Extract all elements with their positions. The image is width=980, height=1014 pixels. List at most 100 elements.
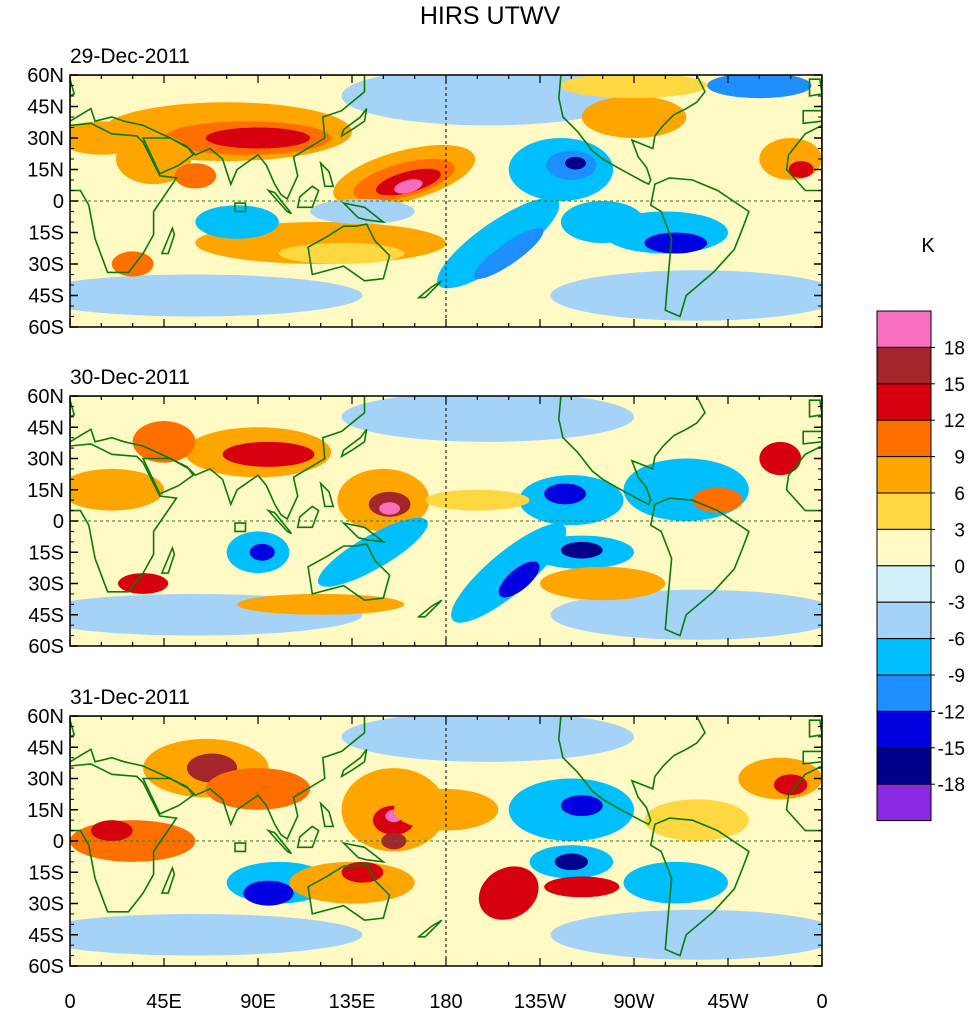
anomaly-patch [560,201,645,243]
colorbar-swatch [876,710,932,749]
anomaly-patch [70,121,144,155]
anomaly-patch [773,774,808,796]
lat-tick-label: 30S [28,254,64,276]
anomaly-patch [111,251,154,277]
colorbar-tick-label: -6 [948,630,965,651]
anomaly-patch [498,561,540,598]
sumatra-outline [265,508,293,535]
lat-tick-label: 45N [27,97,64,119]
philippines-outline [319,801,335,828]
lon-tick-label: 90W [613,991,654,1013]
new-zealand-outline [416,280,443,299]
uk-outline [808,399,822,418]
sri-lanka-box-outline [234,202,247,213]
eurasia-outline [70,75,366,201]
australia-outline [307,223,391,282]
anomaly-patch [560,541,603,559]
colorbar-tick-label: 9 [954,448,965,469]
panel-continents [70,75,822,318]
anomaly-patch [581,96,687,138]
anomaly-patch [70,913,363,956]
panel-date-label: 29-Dec-2011 [70,45,190,68]
japan-outline [340,748,368,779]
madagascar-outline [160,865,176,894]
lat-tick-label: 30N [27,769,64,791]
panel-ticks: 60N 45N 30N 15N 0 15S 30S 45S 60S [27,386,823,658]
anomaly-patch [560,75,708,99]
panel-continents [70,396,822,637]
anomaly-patch [451,523,567,623]
anomaly-patch [550,909,822,960]
north-america-outline [557,396,706,506]
anomaly-patch [623,861,728,904]
madagascar-outline [160,545,176,574]
lat-tick-label: 15N [27,800,64,822]
borneo-outline [296,505,320,529]
map-panel-29-dec: 29-Dec-2011 60N 45N 30N 15N 0 15S 30S 45S 60S [27,45,823,339]
sri-lanka-box-outline [234,842,247,853]
south-america-outline [649,817,750,957]
colorbar-tick-label: 6 [954,484,965,505]
anomaly-patch [278,243,405,264]
anomaly-patch [205,127,311,149]
sumatra-outline [265,188,293,215]
colorbar-swatch [876,674,932,712]
colorbar-swatch [876,601,932,640]
north-america-outline [557,75,706,186]
anomaly-patch [132,421,196,463]
lon-tick-label: 90E [240,991,276,1013]
lat-tick-label: 60N [27,65,64,87]
anomaly-patch [560,795,603,816]
lat-tick-label: 30N [27,449,64,471]
uk-outline [70,399,76,418]
anomaly-patch [478,866,539,920]
colorbar-swatch [876,638,932,676]
africa-outline [70,122,178,274]
sumatra-outline [265,828,293,855]
lon-tick-label: 135W [514,991,566,1013]
anomaly-patch [425,489,530,511]
lon-tick-label: 0 [816,991,827,1013]
lat-tick-label: 0 [53,191,64,213]
lat-tick-label: 45S [28,286,64,308]
anomaly-patch [310,198,415,225]
anomaly-patch [381,832,407,850]
new-guinea-outline [341,201,387,224]
anomaly-patch [317,517,428,587]
colorbar-swatch [876,346,932,385]
colorbar-unit: K [921,235,935,257]
greenland-outline [726,396,762,397]
new-zealand-outline [416,919,443,938]
anomaly-patch [550,270,822,321]
anomaly-patch [205,768,311,810]
borneo-outline [296,825,320,849]
anomaly-patch [379,502,401,515]
philippines-outline [319,160,335,188]
colorbar-tick-label: -15 [938,739,965,760]
uk-outline [808,719,822,738]
panel-heatmap [70,75,822,327]
south-america-outline [649,177,750,318]
lat-tick-label: 45N [27,417,64,439]
anomaly-patch [90,820,133,841]
anomaly-patch [544,876,620,898]
philippines-outline [319,481,335,508]
eurasia-outline [70,716,366,841]
australia-outline [307,862,391,922]
lat-tick-label: 15S [28,542,64,564]
figure-title: HIRS UTWV [420,2,561,30]
south-america-outline [649,497,750,637]
lon-tick-label: 135E [329,991,376,1013]
colorbar-tick-label: -12 [938,702,965,723]
panel-heatmap [70,396,822,646]
arabia-outline [141,777,195,815]
lat-tick-label: 60S [28,317,64,339]
anomaly-patch [70,468,164,511]
new-zealand-outline [416,599,443,618]
anomaly-patch [644,799,749,842]
anomaly-patch [341,396,634,442]
colorbar-tick-label: 12 [944,411,965,432]
colorbar-tick-label: 18 [944,338,965,359]
anomaly-patch [394,179,423,194]
eurasia-outline [70,396,366,521]
